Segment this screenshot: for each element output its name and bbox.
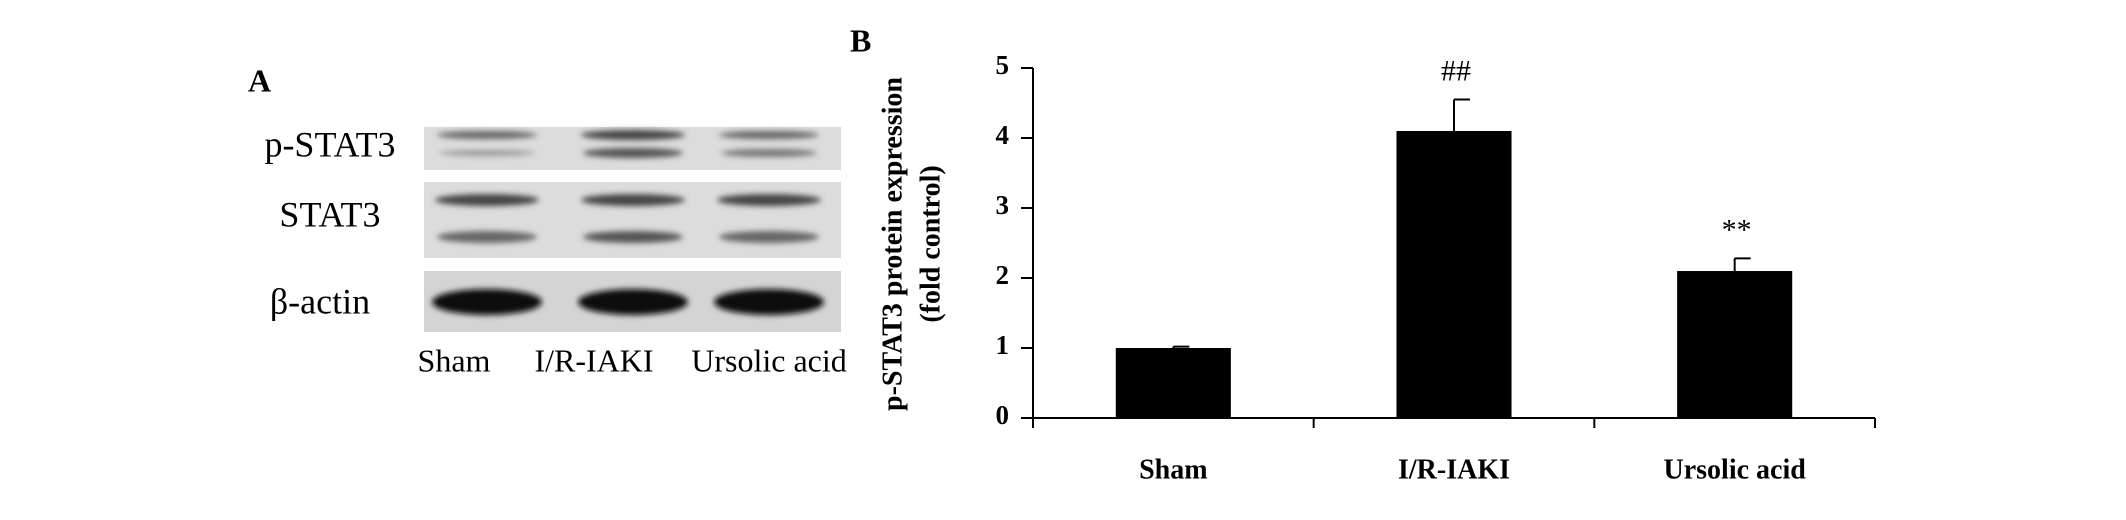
band [432, 289, 542, 315]
band [578, 289, 688, 315]
band [435, 194, 539, 206]
blot-strip [424, 182, 841, 258]
bar [1115, 348, 1231, 418]
x-tick-label: Sham [1139, 454, 1207, 485]
band [581, 194, 685, 206]
band [719, 231, 819, 243]
lane-label: I/R-IAKI [534, 342, 653, 378]
x-tick-label: I/R-IAKI [1398, 454, 1510, 485]
y-axis-title: p-STAT3 protein expression [877, 77, 908, 411]
row-label: β-actin [270, 281, 370, 321]
lane-label: Sham [418, 342, 491, 378]
panel-label: B [850, 22, 871, 58]
band [714, 289, 824, 315]
y-tick-label: 0 [996, 400, 1010, 430]
panel-label: A [248, 62, 271, 98]
band [583, 231, 683, 243]
x-tick-label: Ursolic acid [1664, 454, 1807, 485]
band [583, 148, 683, 158]
lane-label: Ursolic acid [691, 342, 847, 378]
row-label: STAT3 [279, 194, 380, 234]
band [719, 131, 819, 139]
y-tick-label: 3 [996, 190, 1010, 220]
band [717, 194, 821, 206]
bar [1677, 271, 1793, 418]
significance-label: ## [1441, 54, 1471, 87]
band [437, 131, 537, 139]
band [721, 149, 817, 157]
bar [1396, 131, 1512, 418]
significance-label: ** [1722, 213, 1752, 246]
bands [432, 130, 824, 315]
blot [424, 127, 841, 332]
band [439, 150, 535, 156]
row-label: p-STAT3 [264, 124, 395, 164]
y-tick-label: 1 [996, 330, 1010, 360]
band [437, 231, 537, 243]
band [581, 130, 685, 140]
y-axis-title: (fold control) [915, 165, 946, 322]
y-tick-label: 4 [996, 120, 1010, 150]
y-tick-label: 5 [996, 50, 1010, 80]
y-tick-label: 2 [996, 260, 1010, 290]
